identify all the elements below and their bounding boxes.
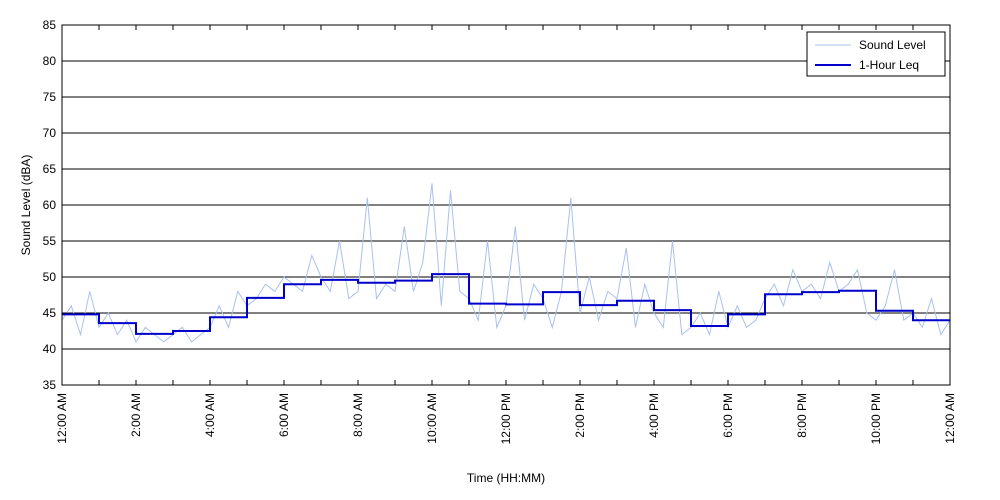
x-tick-label: 12:00 AM: [943, 393, 957, 444]
legend: Sound Level 1-Hour Leq: [806, 31, 946, 77]
x-tick-label: 10:00 AM: [425, 393, 439, 444]
y-tick-label: 75: [43, 90, 57, 104]
x-tick-label: 4:00 PM: [647, 393, 661, 438]
y-tick-label: 40: [43, 342, 57, 356]
x-tick-label: 8:00 AM: [351, 393, 365, 437]
y-tick-label: 55: [43, 234, 57, 248]
y-axis-title: Sound Level (dBA): [19, 155, 33, 256]
x-tick-label: 2:00 AM: [129, 393, 143, 437]
x-tick-label: 6:00 AM: [277, 393, 291, 437]
x-tick-label: 12:00 AM: [55, 393, 69, 444]
legend-box: [806, 31, 946, 77]
x-tick-label: 8:00 PM: [795, 393, 809, 438]
y-tick-label: 60: [43, 198, 57, 212]
tick-layer: [61, 24, 951, 386]
y-tick-label: 35: [43, 378, 57, 392]
series-line-sound-level: [61, 183, 951, 343]
y-tick-label: 65: [43, 162, 57, 176]
label-layer: 35 40 45 50 55 60 65 70 75 80 85 12:00 AM 2:00 AM 4:0…: [43, 18, 957, 444]
x-tick-label: 12:00 PM: [499, 393, 513, 444]
y-tick-label: 80: [43, 54, 57, 68]
legend-label-sound-level: Sound Level: [859, 38, 926, 52]
x-axis-title: Time (HH:MM): [467, 471, 545, 485]
grid-layer: [62, 60, 950, 350]
y-tick-label: 85: [43, 18, 57, 32]
x-tick-label: 4:00 AM: [203, 393, 217, 437]
y-tick-label: 45: [43, 306, 57, 320]
y-tick-label: 70: [43, 126, 57, 140]
series-line-1-hour-leq: [62, 273, 950, 335]
x-tick-label: 2:00 PM: [573, 393, 587, 438]
x-tick-label: 10:00 PM: [869, 393, 883, 444]
legend-label-1-hour-leq: 1-Hour Leq: [859, 58, 919, 72]
x-tick-label: 6:00 PM: [721, 393, 735, 438]
series-layer: [61, 183, 951, 343]
y-tick-label: 50: [43, 270, 57, 284]
